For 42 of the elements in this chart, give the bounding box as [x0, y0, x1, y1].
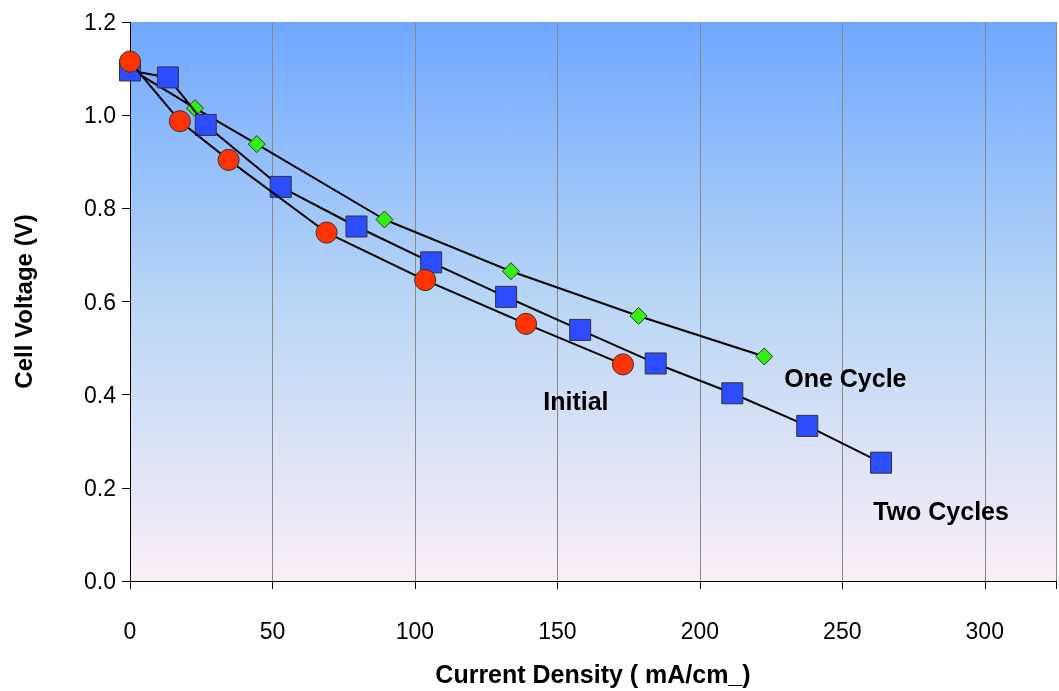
point	[721, 382, 744, 405]
x-tick-label: 0	[123, 617, 137, 644]
point	[375, 210, 394, 229]
series-label: Two Cycles	[873, 497, 1009, 526]
point	[870, 451, 893, 474]
point	[247, 135, 266, 154]
y-tick-label: 1.0	[84, 102, 116, 129]
point	[119, 50, 141, 73]
x-tick-label: 200	[680, 617, 720, 644]
x-tick-label: 50	[259, 617, 286, 644]
point	[644, 352, 667, 375]
y-tick-label: 0.8	[84, 195, 116, 222]
point	[495, 285, 518, 308]
point	[345, 215, 368, 238]
y-tick-label: 0.6	[84, 288, 116, 315]
point	[755, 347, 774, 366]
point	[420, 251, 443, 274]
point	[269, 175, 292, 198]
y-axis-title: Cell Voltage (V)	[9, 214, 37, 389]
point	[515, 312, 538, 335]
point	[414, 269, 437, 292]
series-label: Initial	[543, 386, 609, 415]
y-tick-label: 0.2	[84, 474, 116, 501]
point	[315, 221, 338, 244]
x-tick-label: 250	[823, 617, 862, 644]
point	[629, 306, 648, 325]
point	[569, 318, 592, 341]
point	[156, 66, 179, 89]
x-tick-label: 100	[395, 617, 435, 644]
point	[168, 110, 191, 133]
point	[796, 414, 819, 437]
point	[501, 262, 520, 281]
y-tick-label: 1.2	[84, 9, 116, 35]
series-label: One Cycle	[784, 364, 907, 393]
point	[217, 148, 240, 171]
point	[194, 113, 217, 136]
x-axis-title: Current Density ( mA/cm_)	[435, 659, 751, 688]
y-tick-label: 0.0	[84, 568, 116, 594]
x-tick-label: 150	[538, 617, 577, 644]
point	[611, 353, 634, 376]
x-tick-label: 300	[965, 617, 1004, 644]
y-tick-label: 0.4	[84, 381, 117, 408]
